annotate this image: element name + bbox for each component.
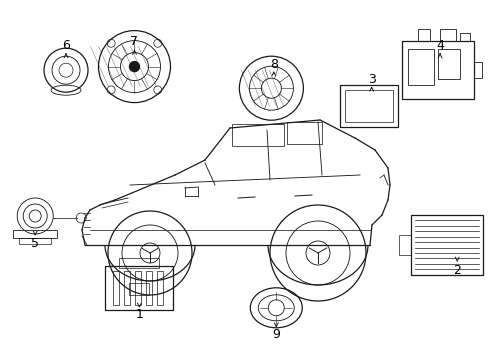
Bar [135,271,141,305]
Bar [401,41,473,99]
Bar [399,235,410,255]
Bar [19,238,51,244]
Bar [286,122,321,144]
Text: 4: 4 [435,39,443,51]
Bar [340,85,397,127]
Bar [407,49,433,85]
Text: 9: 9 [272,328,280,341]
Bar [410,215,483,275]
Text: 3: 3 [367,73,375,86]
Text: 2: 2 [452,264,460,276]
Bar [146,271,152,305]
Text: 1: 1 [135,309,143,321]
Bar [124,271,130,305]
Text: 8: 8 [269,58,277,71]
Text: 5: 5 [31,237,39,249]
Bar [345,90,392,122]
Bar [129,283,149,295]
Bar [231,124,284,146]
Bar [105,266,173,310]
Circle shape [129,62,139,72]
Bar [119,258,159,268]
Text: 6: 6 [62,39,70,51]
Text: 7: 7 [130,35,138,48]
Bar [13,230,57,238]
Bar [437,49,459,79]
Bar [113,271,119,305]
Bar [157,271,163,305]
